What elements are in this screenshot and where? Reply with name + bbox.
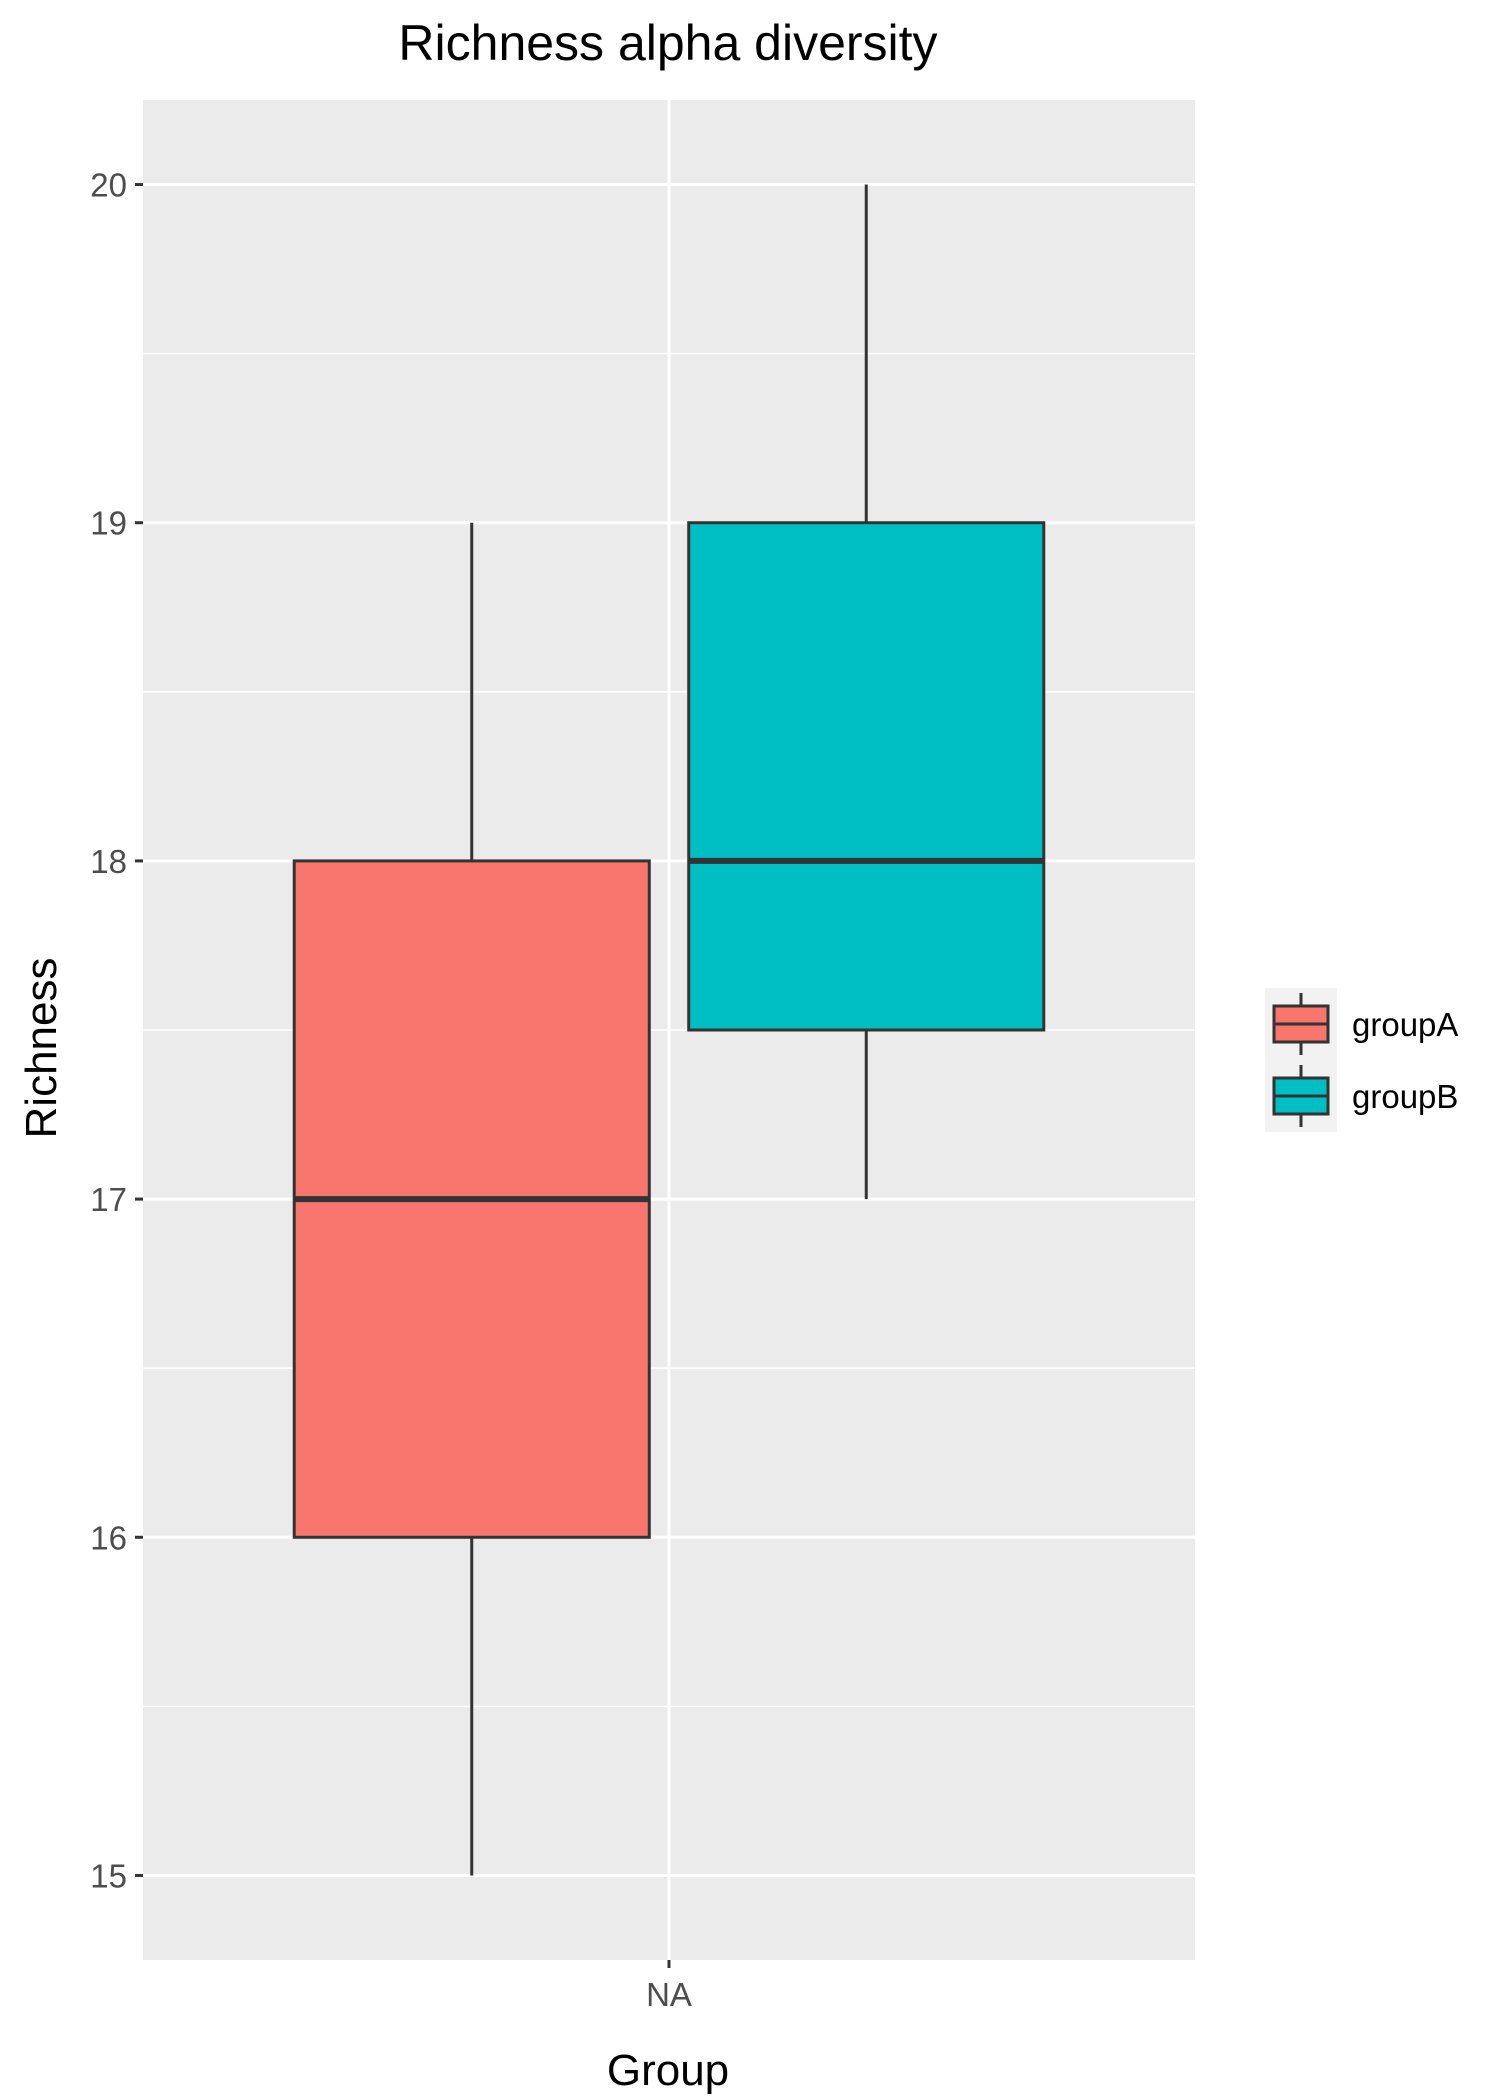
y-axis: 15 16 17 18 19 20 (90, 167, 143, 1894)
y-tick-label: 18 (90, 843, 127, 880)
legend-item-groupB: groupB (1272, 1065, 1458, 1127)
box-groupB (687, 184, 1046, 1200)
x-axis-title: Group (607, 2046, 729, 2095)
y-tick-label: 15 (90, 1857, 127, 1894)
y-tick-label: 19 (90, 505, 127, 542)
legend-label: groupA (1352, 1006, 1458, 1043)
legend-item-groupA: groupA (1272, 993, 1458, 1055)
chart-title: Richness alpha diversity (398, 15, 937, 71)
x-tick-label: NA (646, 1976, 692, 2013)
x-axis: NA (646, 1960, 692, 2013)
y-tick-label: 20 (90, 167, 127, 204)
y-tick-label: 16 (90, 1519, 127, 1556)
box-iqr (687, 521, 1046, 1032)
legend-label: groupB (1352, 1078, 1458, 1115)
boxplot-marks (292, 184, 1046, 1876)
y-tick-label: 17 (90, 1181, 127, 1218)
box-groupA (292, 522, 651, 1876)
legend: groupA groupB (1265, 988, 1458, 1132)
y-axis-title: Richness (17, 958, 66, 1139)
